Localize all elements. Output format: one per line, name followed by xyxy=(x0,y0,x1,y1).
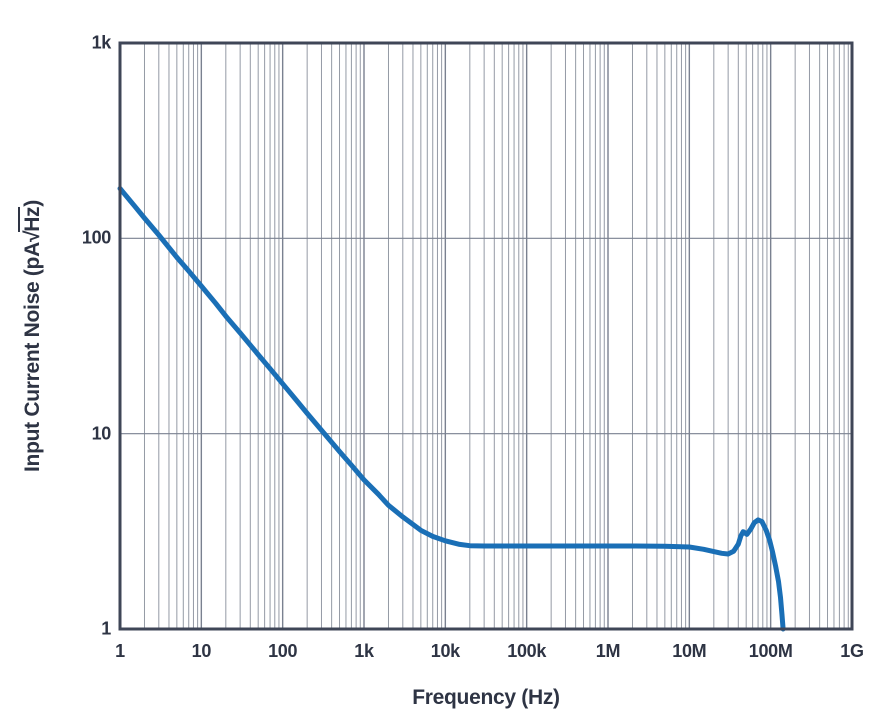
plot-border xyxy=(118,41,854,631)
y-axis-title: Input Current Noise (pA√Hz) xyxy=(18,200,45,472)
noise-curve xyxy=(117,186,786,632)
x-tick-10: 10 xyxy=(191,641,212,661)
x-tick-10M: 10M xyxy=(672,641,707,661)
x-tick-1k: 1k xyxy=(354,641,374,661)
x-tick-1: 1 xyxy=(115,641,125,661)
x-tick-100: 100 xyxy=(268,641,298,661)
x-axis-title: Frequency (Hz) xyxy=(412,686,560,709)
x-tick-1G: 1G xyxy=(840,641,864,661)
y-axis-title-close: ) xyxy=(21,200,44,207)
x-tick-100k: 100k xyxy=(507,641,547,661)
y-axis-title-text: Input Current Noise (pA xyxy=(21,242,44,472)
sqrt-symbol: √ xyxy=(21,230,44,243)
x-tick-100M: 100M xyxy=(748,641,793,661)
grid-lines xyxy=(120,43,852,629)
x-tick-1M: 1M xyxy=(595,641,621,661)
y-axis-unit-overline: Hz xyxy=(18,206,44,232)
x-tick-10k: 10k xyxy=(430,641,460,661)
y-tick-10: 10 xyxy=(91,423,112,444)
y-tick-1: 1 xyxy=(101,618,111,639)
y-tick-100: 100 xyxy=(81,227,111,248)
y-tick-1k: 1k xyxy=(91,32,112,53)
